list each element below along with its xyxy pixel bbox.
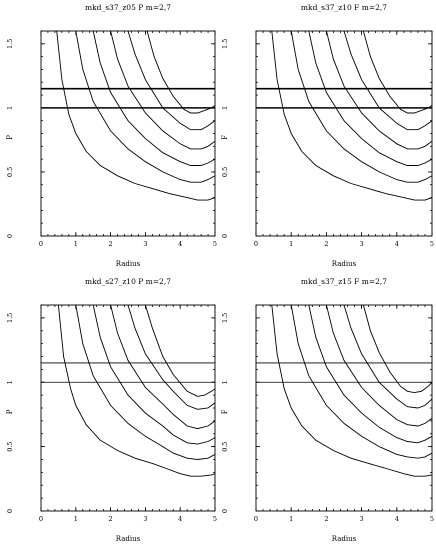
y-tick-label: 0: [221, 234, 229, 238]
x-tick-label: 0: [254, 515, 258, 523]
x-tick-label: 4: [395, 515, 399, 523]
series-line-2: [75, 31, 215, 183]
curves-group: [271, 31, 432, 201]
x-tick-label: 4: [395, 240, 399, 248]
series-line-5: [343, 31, 432, 131]
x-tick-label: 3: [360, 240, 364, 248]
plot-frame: [40, 30, 216, 237]
x-tick-label: 0: [39, 240, 43, 248]
series-line-3: [92, 305, 215, 445]
chart-title: mkd_s37_z10 F m=2,7: [301, 3, 387, 12]
x-tick-label: 2: [109, 240, 113, 248]
y-tick-label: 1: [6, 106, 14, 110]
curves-group: [56, 31, 215, 201]
x-tick-label: 0: [254, 240, 258, 248]
x-axis-label: Radius: [116, 535, 141, 543]
series-line-2: [290, 31, 432, 183]
plot-frame: [40, 304, 216, 512]
x-tick-label: 2: [109, 515, 113, 523]
series-line-6: [146, 31, 215, 114]
chart-title: mkd_s37_z15 F m=2,7: [301, 277, 387, 286]
y-axis-label: F: [221, 409, 229, 414]
series-line-5: [127, 305, 215, 410]
y-axis-label: P: [6, 135, 14, 140]
series-line-4: [110, 305, 215, 430]
series-line-4: [110, 31, 215, 150]
series-line-6: [362, 305, 432, 394]
y-tick-label: 0.5: [221, 441, 229, 451]
plot-frame: [255, 304, 433, 512]
chart-panel-1: mkd_s37_z05 P m=2,7 0 1 2 3 4 5 0 0.5 1 1.5 Radius P: [6, 3, 217, 268]
y-tick-label: 0.5: [6, 167, 14, 177]
x-tick-label: 3: [360, 515, 364, 523]
curves-group: [271, 305, 432, 477]
y-axis-label: P: [6, 409, 14, 414]
series-line-5: [127, 31, 215, 131]
series-line-1: [271, 31, 432, 201]
plot-frame: [255, 30, 433, 237]
x-axis-label: Radius: [332, 260, 357, 268]
x-tick-label: 1: [289, 240, 293, 248]
series-line-5: [343, 305, 432, 409]
y-tick-label: 0: [6, 234, 14, 238]
x-tick-label: 5: [213, 240, 217, 248]
y-axis-label: F: [221, 135, 229, 140]
chart-panel-3: mkd_s27_z10 P m=2,7 0 1 2 3 4 5 0 0.5 1 1.5 Radius P: [6, 277, 217, 543]
x-tick-label: 3: [143, 515, 147, 523]
y-tick-label: 1.5: [6, 39, 14, 49]
x-axis-label: Radius: [332, 535, 357, 543]
series-line-3: [308, 305, 432, 444]
y-tick-label: 1: [6, 380, 14, 384]
x-tick-label: 2: [324, 240, 328, 248]
curves-group: [57, 305, 215, 477]
chart-title: mkd_s27_z10 P m=2,7: [85, 277, 171, 286]
series-line-1: [271, 305, 432, 477]
y-tick-label: 1.5: [221, 313, 229, 323]
x-axis-label: Radius: [116, 260, 141, 268]
x-tick-label: 1: [289, 515, 293, 523]
series-line-6: [144, 305, 215, 397]
series-line-4: [325, 305, 432, 427]
y-tick-label: 1: [221, 380, 229, 384]
series-line-1: [56, 31, 215, 201]
x-tick-label: 4: [178, 240, 182, 248]
y-tick-label: 0: [221, 509, 229, 513]
y-tick-label: 1.5: [221, 39, 229, 49]
series-line-2: [75, 305, 215, 460]
x-tick-label: 4: [178, 515, 182, 523]
series-line-1: [57, 305, 215, 477]
x-tick-label: 5: [213, 515, 217, 523]
x-tick-label: 5: [430, 240, 434, 248]
y-tick-label: 1.5: [6, 313, 14, 323]
x-tick-label: 5: [430, 515, 434, 523]
y-tick-label: 0.5: [6, 441, 14, 451]
x-tick-label: 3: [143, 240, 147, 248]
series-line-4: [325, 31, 432, 150]
series-line-3: [92, 31, 215, 166]
chart-title: mkd_s37_z05 P m=2,7: [85, 3, 171, 12]
x-tick-label: 1: [74, 515, 78, 523]
x-tick-label: 0: [39, 515, 43, 523]
series-line-6: [362, 31, 432, 114]
chart-panel-4: mkd_s37_z15 F m=2,7 0 1 2 3 4 5 0 0.5 1 1.5 Radius F: [221, 277, 434, 543]
x-tick-label: 2: [324, 515, 328, 523]
y-tick-label: 0: [6, 509, 14, 513]
y-tick-label: 1: [221, 106, 229, 110]
x-tick-label: 1: [74, 240, 78, 248]
series-line-2: [290, 305, 432, 459]
series-line-3: [308, 31, 432, 166]
chart-panel-2: mkd_s37_z10 F m=2,7 0 1 2 3 4 5 0 0.5 1 1.5 Radius F: [221, 3, 434, 268]
y-tick-label: 0.5: [221, 167, 229, 177]
